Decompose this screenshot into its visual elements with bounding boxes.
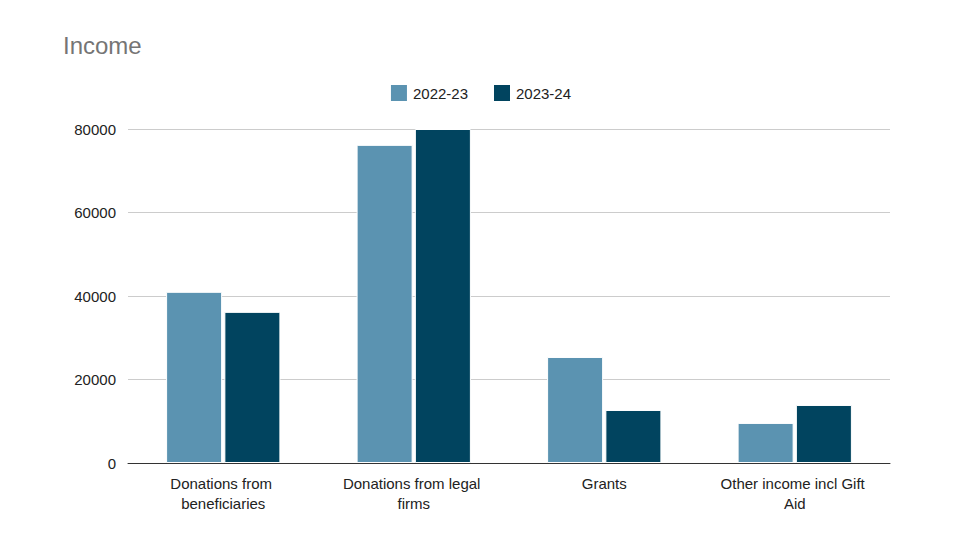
svg-text:Donations from: Donations from [170,475,276,492]
svg-text:Income: Income [63,32,142,59]
svg-text:Aid: Aid [784,495,806,512]
svg-text:firms: firms [398,495,431,512]
svg-text:Donations from legal: Donations from legal [343,475,485,492]
svg-text:2023-24: 2023-24 [516,85,571,102]
svg-text:20000: 20000 [74,371,116,388]
svg-text:Other income incl Gift: Other income incl Gift [721,475,869,492]
svg-text:40000: 40000 [74,288,116,305]
svg-text:80000: 80000 [74,121,116,138]
svg-text:2022-23: 2022-23 [413,85,468,102]
svg-text:Grants: Grants [582,475,627,492]
svg-text:0: 0 [108,455,116,472]
svg-text:beneficiaries: beneficiaries [181,495,265,512]
svg-text:60000: 60000 [74,204,116,221]
